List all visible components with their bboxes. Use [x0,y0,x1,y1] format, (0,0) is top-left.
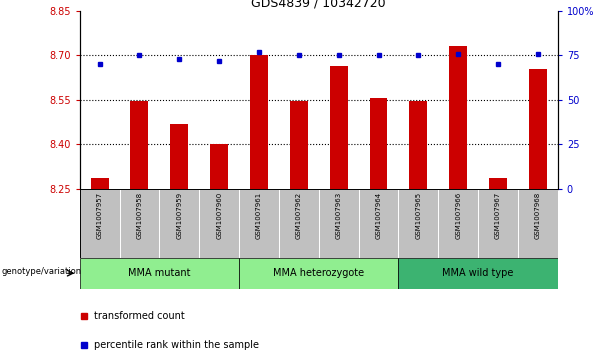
Text: GSM1007968: GSM1007968 [535,192,541,240]
Bar [319,189,359,258]
Bar [330,66,348,189]
Bar [120,189,159,258]
Text: MMA wild type: MMA wild type [443,268,514,278]
Bar [398,258,558,289]
Text: GSM1007960: GSM1007960 [216,192,222,240]
Bar [449,46,467,189]
Text: percentile rank within the sample: percentile rank within the sample [94,340,259,350]
Bar [80,258,239,289]
Text: GSM1007965: GSM1007965 [416,192,421,239]
Text: GSM1007967: GSM1007967 [495,192,501,240]
Bar [159,189,199,258]
Text: GSM1007963: GSM1007963 [336,192,341,240]
Bar [478,189,518,258]
Text: MMA mutant: MMA mutant [128,268,191,278]
Bar [529,69,547,189]
Bar [250,56,268,189]
Bar [170,123,188,189]
Bar [279,189,319,258]
Text: GSM1007959: GSM1007959 [177,192,182,239]
Title: GDS4839 / 10342720: GDS4839 / 10342720 [251,0,386,10]
Text: GSM1007961: GSM1007961 [256,192,262,240]
Bar [409,101,427,189]
Bar [438,189,478,258]
Text: GSM1007966: GSM1007966 [455,192,461,240]
Text: transformed count: transformed count [94,311,185,321]
Bar [91,178,109,189]
Bar [398,189,438,258]
Bar [199,189,239,258]
Bar [370,98,387,189]
Bar [131,101,148,189]
Bar [239,258,398,289]
Text: GSM1007964: GSM1007964 [376,192,381,239]
Bar [290,101,308,189]
Text: GSM1007957: GSM1007957 [97,192,102,239]
Text: MMA heterozygote: MMA heterozygote [273,268,364,278]
Bar [359,189,398,258]
Bar [239,189,279,258]
Bar [489,178,507,189]
Bar [80,189,120,258]
Bar [518,189,558,258]
Bar [210,144,228,189]
Text: GSM1007962: GSM1007962 [296,192,302,239]
Text: genotype/variation: genotype/variation [2,267,82,276]
Text: GSM1007958: GSM1007958 [137,192,142,239]
